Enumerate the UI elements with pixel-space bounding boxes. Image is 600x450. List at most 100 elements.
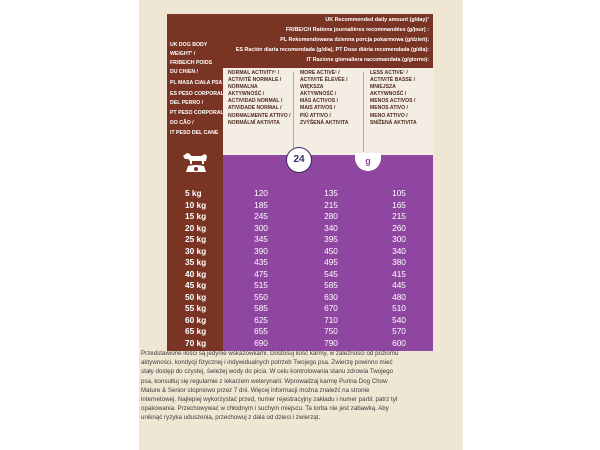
table-row: 50 kg 550 630 480 — [167, 292, 433, 303]
recommended-line: IT Razione giornaliera raccomandata (g/g… — [306, 57, 429, 63]
more-cell: 630 — [324, 291, 338, 302]
more-cell: 545 — [324, 268, 338, 279]
more-cell: 670 — [324, 303, 338, 313]
table-row: 30 kg 390 450 340 — [167, 246, 433, 257]
footnote-line: uniknąć ryzyka uduszenia, przechowuj z d… — [141, 414, 321, 422]
less-cell: 540 — [392, 314, 406, 325]
less-cell: 480 — [392, 291, 406, 302]
bowl-grams-icon: g — [355, 153, 381, 171]
body-weight-line: PT PESO CORPORAL — [170, 110, 224, 116]
weight-cell: 15 kg — [185, 211, 207, 221]
body-weight-line: IT PESO DEL CANE — [170, 130, 219, 136]
clock-24h-icon: 24 — [286, 147, 312, 173]
body-weight-line: UK DOG BODY — [170, 42, 208, 48]
weight-cell: 50 kg — [185, 291, 207, 302]
less-cell: 380 — [392, 257, 406, 267]
normal-cell: 120 — [254, 188, 268, 198]
less-cell: 300 — [392, 234, 406, 244]
normal-cell: 625 — [254, 314, 268, 325]
less-cell: 105 — [392, 188, 406, 198]
less-cell: 165 — [392, 199, 406, 210]
more-cell: 135 — [324, 188, 338, 198]
normal-activity-label: NORMAL ACTIVITY¹ / ACTIVITÉ NORMALE / NO… — [228, 70, 291, 126]
table-row: 20 kg 300 340 260 — [167, 223, 433, 234]
weight-cell: 45 kg — [185, 280, 207, 290]
table-row: 70 kg 690 790 600 — [167, 338, 433, 349]
footnote-line: aktywności, kondycji fizycznej i indywid… — [141, 359, 393, 367]
table-row: 10 kg 185 215 165 — [167, 200, 433, 211]
more-active-label: MORE ACTIVE¹ / ACTIVITÉ ÉLEVÉE / WIĘKSZA… — [300, 70, 349, 126]
table-row: 40 kg 475 545 415 — [167, 269, 433, 280]
table-row: 65 kg 655 750 570 — [167, 326, 433, 337]
weight-column-header — [167, 14, 223, 351]
less-cell: 600 — [392, 337, 406, 348]
normal-cell: 690 — [254, 337, 268, 348]
weight-cell: 25 kg — [185, 234, 207, 244]
activity-header — [223, 68, 433, 155]
normal-cell: 390 — [254, 245, 268, 256]
body-weight-line: DU CHIEN / — [170, 69, 198, 75]
weight-cell: 30 kg — [185, 245, 207, 256]
column-divider — [293, 72, 294, 152]
normal-cell: 550 — [254, 291, 268, 302]
less-cell: 215 — [392, 211, 406, 221]
table-row: 45 kg 515 585 445 — [167, 280, 433, 291]
normal-cell: 435 — [254, 257, 268, 267]
more-cell: 215 — [324, 199, 338, 210]
dog-scale-icon — [183, 153, 207, 172]
more-cell: 340 — [324, 222, 338, 233]
footnote-line: internetowej. Najlepiej wykorzystać prze… — [141, 396, 398, 404]
recommended-line: FR/BE/CH Rations journalières recommandé… — [285, 27, 429, 33]
less-cell: 570 — [392, 326, 406, 336]
normal-cell: 185 — [254, 199, 268, 210]
body-weight-line: WEIGHT¹ / — [170, 51, 196, 57]
feeding-table-body — [223, 155, 433, 351]
weight-cell: 20 kg — [185, 222, 207, 233]
footnote-line: psa, konsultuj się regularnie z lekarzem… — [141, 377, 388, 385]
normal-cell: 300 — [254, 222, 268, 233]
weight-cell: 10 kg — [185, 199, 207, 210]
weight-cell: 35 kg — [185, 257, 207, 267]
more-cell: 395 — [324, 234, 338, 244]
recommended-amount-header: UK Recommended daily amount (g/day)¹ FR/… — [223, 14, 433, 68]
footnote-text: Przedstawione ilości są jedynie wskazówk… — [141, 349, 456, 423]
weight-cell: 60 kg — [185, 314, 207, 325]
recommended-line: UK Recommended daily amount (g/day)¹ — [325, 17, 429, 23]
normal-cell: 585 — [254, 303, 268, 313]
body-weight-line: DEL PERRO / — [170, 100, 204, 106]
weight-cell: 5 kg — [185, 188, 202, 198]
less-cell: 415 — [392, 268, 406, 279]
body-weight-line: ES PESO CORPORAL — [170, 91, 224, 97]
more-cell: 450 — [324, 245, 338, 256]
table-row: 35 kg 435 495 380 — [167, 257, 433, 268]
less-cell: 445 — [392, 280, 406, 290]
column-divider — [363, 72, 364, 152]
less-cell: 260 — [392, 222, 406, 233]
table-row: 55 kg 585 670 510 — [167, 303, 433, 314]
less-cell: 510 — [392, 303, 406, 313]
weight-cell: 70 kg — [185, 337, 207, 348]
feeding-guide-panel: UK Recommended daily amount (g/day)¹ FR/… — [167, 14, 433, 351]
more-cell: 280 — [324, 211, 338, 221]
body-weight-line: PL MASA CIAŁA PSA / — [170, 80, 225, 86]
footnote-line: opakowania. Przechowywać w chłodnym i su… — [141, 405, 389, 413]
more-cell: 710 — [324, 314, 338, 325]
footnote-line: stały dostęp do czystej, świeżej wody do… — [141, 368, 393, 376]
table-row: 15 kg 245 280 215 — [167, 211, 433, 222]
recommended-line: ES Ración diaria recomendada (g/día), PT… — [235, 47, 429, 53]
footnote-line: Przedstawione ilości są jedynie wskazówk… — [141, 350, 399, 357]
footnote-line: Mature & Senior stopniowo przez 7 dni. W… — [141, 386, 370, 394]
more-cell: 495 — [324, 257, 338, 267]
body-weight-line: FR/BE/CH POIDS — [170, 60, 213, 66]
normal-cell: 655 — [254, 326, 268, 336]
more-cell: 750 — [324, 326, 338, 336]
table-row: 25 kg 345 395 300 — [167, 234, 433, 245]
less-cell: 340 — [392, 245, 406, 256]
table-row: 60 kg 625 710 540 — [167, 315, 433, 326]
more-cell: 585 — [324, 280, 338, 290]
weight-cell: 55 kg — [185, 303, 207, 313]
recommended-line: PL Rekomendowana dzienna porcja pokarmow… — [280, 37, 429, 43]
weight-cell: 65 kg — [185, 326, 207, 336]
less-active-label: LESS ACTIVE¹ / ACTIVITÉ BASSE / MNIEJSZA… — [370, 70, 417, 126]
normal-cell: 475 — [254, 268, 268, 279]
